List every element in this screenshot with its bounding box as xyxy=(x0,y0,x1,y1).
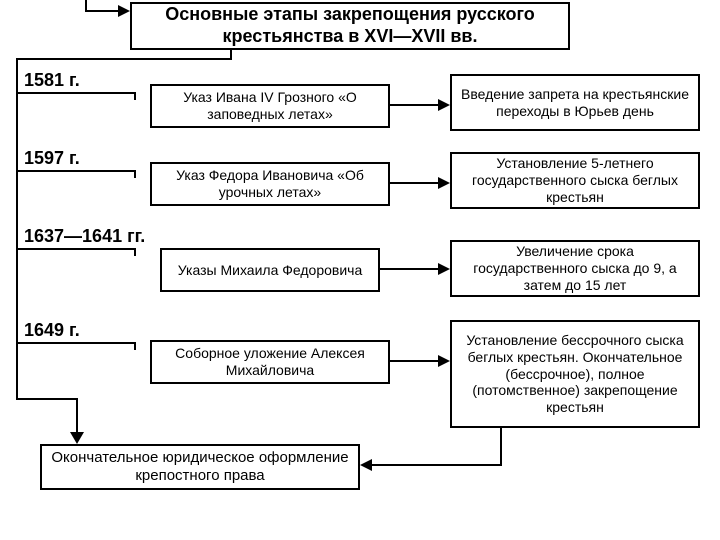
title-text: Основные этапы закрепощения русского кре… xyxy=(140,4,560,47)
row2-year-tick xyxy=(16,170,136,172)
year-4: 1649 г. xyxy=(24,320,80,341)
conclusion-text: Окончательное юридическое оформление кре… xyxy=(50,449,350,485)
arrow4-line xyxy=(390,360,438,362)
res4-down-vline xyxy=(500,428,502,466)
main-left-vline xyxy=(16,58,18,400)
year-3: 1637—1641 гг. xyxy=(24,226,145,247)
row1-year-tick xyxy=(16,92,136,94)
result-text-4: Установление бессрочного сыска беглых кр… xyxy=(460,332,690,416)
decree-text-4: Соборное уложение Алексея Михайловича xyxy=(160,345,380,379)
row4-year-down xyxy=(134,342,136,350)
concl-arrow-down xyxy=(70,432,84,444)
result-box-4: Установление бессрочного сыска беглых кр… xyxy=(450,320,700,428)
year-1: 1581 г. xyxy=(24,70,80,91)
arrow2-head xyxy=(438,177,450,189)
arrow3-line xyxy=(380,268,438,270)
row1-year-down xyxy=(134,92,136,100)
concl-down-vline xyxy=(76,398,78,434)
result-box-3: Увеличение срока государственного сыска … xyxy=(450,240,700,297)
decree-text-3: Указы Михаила Федоровича xyxy=(178,262,362,279)
arrow3-head xyxy=(438,263,450,275)
arrow2-line xyxy=(390,182,438,184)
result-box-2: Установление 5-летнего государственного … xyxy=(450,152,700,209)
arrow1-head xyxy=(438,99,450,111)
decree-text-1: Указ Ивана IV Грозного «О заповедных лет… xyxy=(160,89,380,123)
concl-left-hline xyxy=(16,398,78,400)
res4-left-hline xyxy=(372,464,502,466)
conclusion-box: Окончательное юридическое оформление кре… xyxy=(40,444,360,490)
decree-box-4: Соборное уложение Алексея Михайловича xyxy=(150,340,390,384)
result-text-2: Установление 5-летнего государственного … xyxy=(460,155,690,205)
stub-hline xyxy=(85,10,121,12)
row3-year-tick xyxy=(16,248,136,250)
decree-text-2: Указ Федора Ивановича «Об урочных летах» xyxy=(160,167,380,201)
result-box-1: Введение запрета на крестьянские переход… xyxy=(450,74,700,131)
result-text-1: Введение запрета на крестьянские переход… xyxy=(460,86,690,120)
title-box: Основные этапы закрепощения русского кре… xyxy=(130,2,570,50)
result-text-3: Увеличение срока государственного сыска … xyxy=(460,243,690,293)
decree-box-2: Указ Федора Ивановича «Об урочных летах» xyxy=(150,162,390,206)
decree-box-1: Указ Ивана IV Грозного «О заповедных лет… xyxy=(150,84,390,128)
row4-year-tick xyxy=(16,342,136,344)
row2-year-down xyxy=(134,170,136,178)
res4-arrow-left xyxy=(360,459,372,471)
arrow4-head xyxy=(438,355,450,367)
arrow1-line xyxy=(390,104,438,106)
title-left-hline xyxy=(16,58,232,60)
stub-arrow xyxy=(118,5,130,17)
year-2: 1597 г. xyxy=(24,148,80,169)
decree-box-3: Указы Михаила Федоровича xyxy=(160,248,380,292)
row3-year-down xyxy=(134,248,136,256)
